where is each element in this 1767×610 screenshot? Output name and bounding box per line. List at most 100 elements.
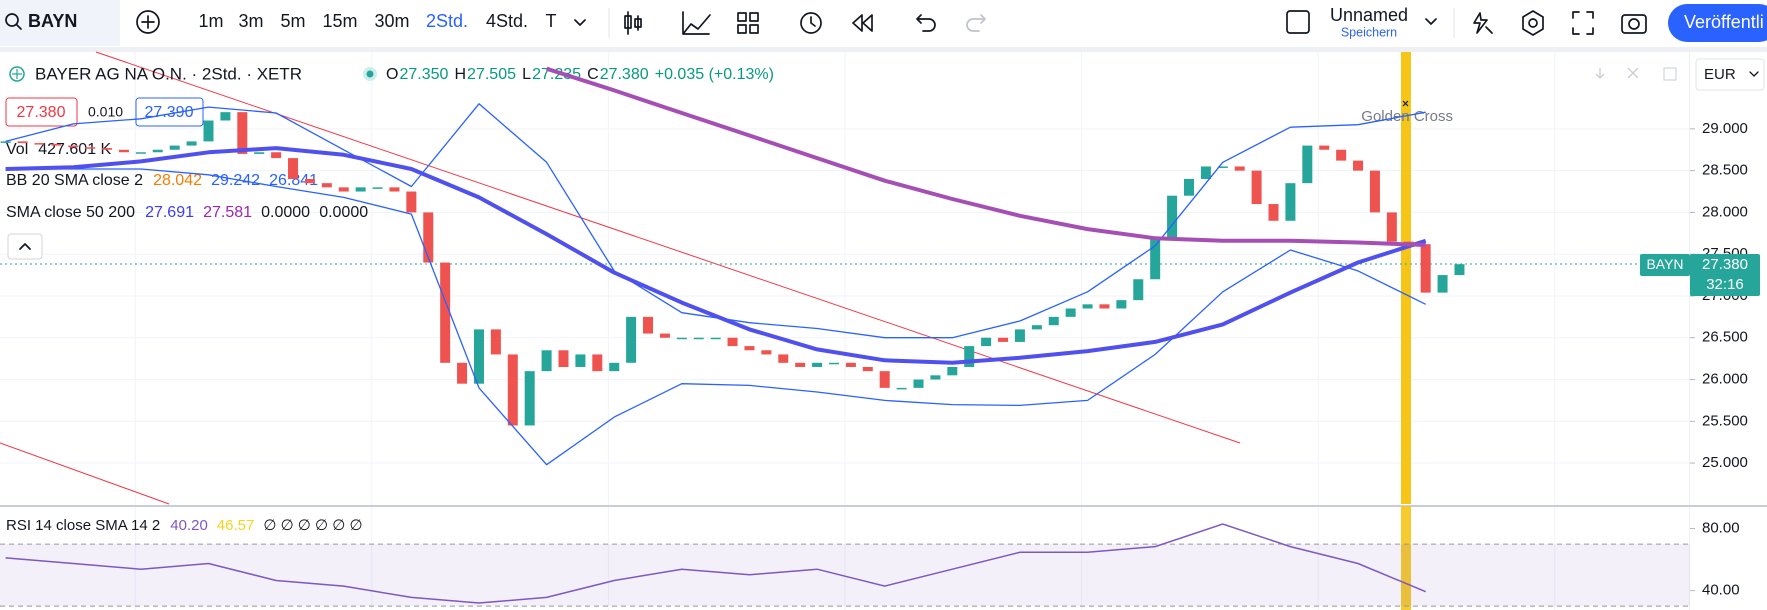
search-icon — [15, 23, 22, 30]
interval-button[interactable]: 3m — [238, 11, 263, 31]
candle — [1319, 145, 1330, 150]
candle — [1386, 212, 1397, 242]
collapse-icon — [19, 243, 31, 250]
candle — [693, 337, 704, 340]
ohlc-value: 27.380 — [600, 66, 649, 83]
candle — [1150, 237, 1161, 280]
highlight-band — [1401, 506, 1411, 610]
candle — [778, 354, 789, 363]
annotation[interactable]: Golden Cross — [1361, 108, 1453, 125]
candle — [558, 350, 569, 367]
candle — [575, 354, 586, 367]
bid-box[interactable] — [5, 97, 78, 127]
trend-line[interactable] — [0, 442, 170, 505]
publish-button[interactable] — [1668, 4, 1767, 42]
indicator-value: 0.0000 — [319, 204, 368, 221]
candle — [304, 178, 315, 184]
candle — [186, 141, 197, 146]
candle — [85, 147, 96, 149]
y-tick-label: 26.500 — [1702, 329, 1748, 346]
rsi-value: 46.57 — [217, 517, 255, 534]
candle — [473, 329, 484, 384]
layout-name[interactable]: Unnamed — [1330, 5, 1408, 25]
save-label[interactable]: Speichern — [1341, 25, 1397, 39]
fullscreen-button[interactable] — [1572, 11, 1594, 35]
y-tick-label: 26.000 — [1702, 370, 1748, 387]
y-tick-label: 80.00 — [1702, 520, 1740, 537]
candle — [423, 212, 434, 263]
candle — [845, 362, 856, 367]
market-status — [366, 70, 374, 78]
symbol-search[interactable] — [0, 0, 120, 46]
interval-button[interactable]: 15m — [322, 11, 357, 31]
replay-button[interactable] — [852, 14, 873, 32]
search-icon — [5, 13, 19, 27]
interval-dropdown[interactable] — [574, 19, 586, 26]
candle — [457, 362, 468, 384]
indicator-value: 29.242 — [211, 172, 260, 189]
candle — [643, 316, 654, 334]
candle — [947, 366, 958, 376]
trend-line[interactable] — [95, 51, 1241, 444]
candle — [1302, 145, 1313, 184]
layout-icon[interactable] — [1286, 10, 1310, 34]
candle — [541, 350, 552, 372]
candle — [592, 354, 603, 372]
candle — [828, 362, 839, 365]
toolbar — [0, 0, 1767, 47]
rsi-line — [5, 523, 1426, 604]
ohlc-value: 27.505 — [467, 66, 516, 83]
interval-button[interactable]: 30m — [374, 11, 409, 31]
bid: 27.380 — [17, 104, 66, 121]
interval-button[interactable]: 5m — [280, 11, 305, 31]
candle — [220, 112, 231, 121]
screenshot-button[interactable] — [1621, 14, 1647, 34]
indicator-value: 27.581 — [203, 204, 252, 221]
candle — [271, 152, 282, 159]
price-tag-box — [1690, 254, 1760, 296]
currency-button[interactable] — [1695, 58, 1765, 91]
candle — [237, 112, 248, 154]
ohlc-key: H — [454, 66, 466, 83]
interval-button[interactable]: 1m — [198, 11, 223, 31]
interval-button[interactable]: T — [546, 11, 557, 31]
candle — [1234, 166, 1245, 171]
indicator-name: SMA close 50 200 — [6, 204, 135, 221]
undo-button[interactable] — [916, 14, 936, 32]
ask-box[interactable] — [135, 97, 204, 127]
quick-search-button[interactable] — [1473, 12, 1493, 34]
candle — [524, 371, 535, 426]
indicator-line — [545, 66, 1426, 247]
candle — [626, 316, 637, 363]
candle — [0, 141, 11, 143]
rsi-value: ∅ ∅ ∅ ∅ ∅ ∅ — [263, 517, 362, 534]
pane-controls[interactable] — [1595, 67, 1677, 81]
candle — [440, 262, 451, 363]
templates-button[interactable] — [737, 12, 759, 34]
candle — [1200, 166, 1211, 179]
candle — [507, 354, 518, 426]
interval-button[interactable]: 2Std. — [426, 11, 468, 31]
indicators-button[interactable] — [682, 11, 711, 35]
candle — [896, 387, 907, 390]
y-tick-label: 28.500 — [1702, 162, 1748, 179]
layout-dropdown[interactable] — [1425, 18, 1437, 25]
candle — [203, 120, 214, 142]
highlight-band[interactable] — [1401, 52, 1411, 504]
candle — [1336, 149, 1347, 161]
chart-type-button[interactable] — [624, 11, 642, 35]
collapse-legend-button[interactable] — [7, 233, 43, 260]
alert-button[interactable] — [800, 12, 822, 34]
candle — [1454, 264, 1465, 276]
candle — [338, 187, 349, 192]
redo-button[interactable] — [966, 14, 986, 32]
rsi-value: 40.20 — [170, 517, 208, 534]
symbol[interactable]: BAYN — [28, 11, 77, 31]
candle — [1268, 204, 1279, 221]
symbol-logo — [9, 66, 25, 82]
settings-button[interactable] — [1522, 10, 1544, 36]
candle — [1353, 160, 1364, 171]
candle — [913, 379, 924, 388]
compare-button[interactable] — [136, 10, 160, 34]
interval-button[interactable]: 4Std. — [486, 11, 528, 31]
